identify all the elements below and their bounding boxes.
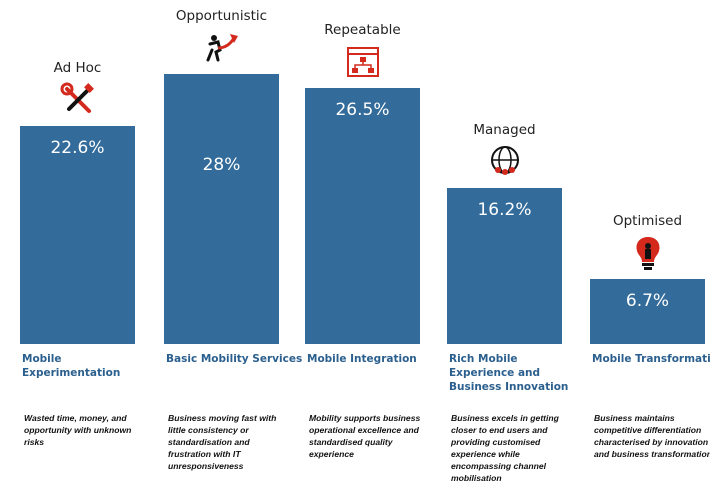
stage-description: Wasted time, money, and opportunity with…: [24, 413, 132, 447]
process-flow-icon: [345, 44, 381, 80]
stage-label: Repeatable: [324, 22, 401, 39]
stage-description: Mobility supports business operational e…: [309, 413, 421, 459]
bar-value-label: 22.6%: [50, 138, 105, 159]
bar-1: 22.6%: [20, 126, 135, 344]
global-network-icon: [487, 144, 523, 180]
category-label: Mobile Experimentation: [22, 353, 121, 379]
lightbulb-icon: [630, 235, 666, 271]
lightbulb-icon-graphic: [635, 237, 660, 271]
bar-4: 16.2%: [447, 187, 562, 344]
growth-arrow-icon: [204, 30, 240, 66]
bar-5: 6.7%: [590, 279, 705, 344]
global-network-icon-graphic: [490, 145, 519, 175]
category-label: Basic Mobility Services: [166, 353, 303, 365]
tools-icon: [60, 82, 96, 118]
bar-value-label: 16.2%: [477, 199, 532, 220]
process-flow-icon-graphic: [346, 47, 379, 78]
stage-label: Ad Hoc: [53, 60, 102, 77]
category-label: Rich Mobile Experience and Business Inno…: [449, 353, 569, 393]
bar-value-label: 6.7%: [625, 291, 670, 312]
bar-value-label: 26.5%: [335, 100, 390, 121]
stage-description: Business maintains competitive different…: [594, 413, 710, 459]
tools-icon-graphic: [60, 82, 94, 114]
bar-value-label: 28%: [202, 155, 241, 175]
category-label: Mobile Transformation: [592, 353, 710, 365]
stage-description: Business moving fast with little consist…: [168, 413, 277, 471]
stage-label: Optimised: [612, 213, 683, 230]
stage-label: Opportunistic: [175, 8, 268, 24]
stage-description: Business excels in getting closer to end…: [451, 413, 559, 483]
bar-2: 28%: [164, 74, 279, 344]
stage-label: Managed: [473, 121, 536, 138]
growth-arrow-icon-graphic: [206, 34, 238, 62]
category-label: Mobile Integration: [307, 353, 417, 365]
bar-3: 26.5%: [305, 88, 420, 344]
